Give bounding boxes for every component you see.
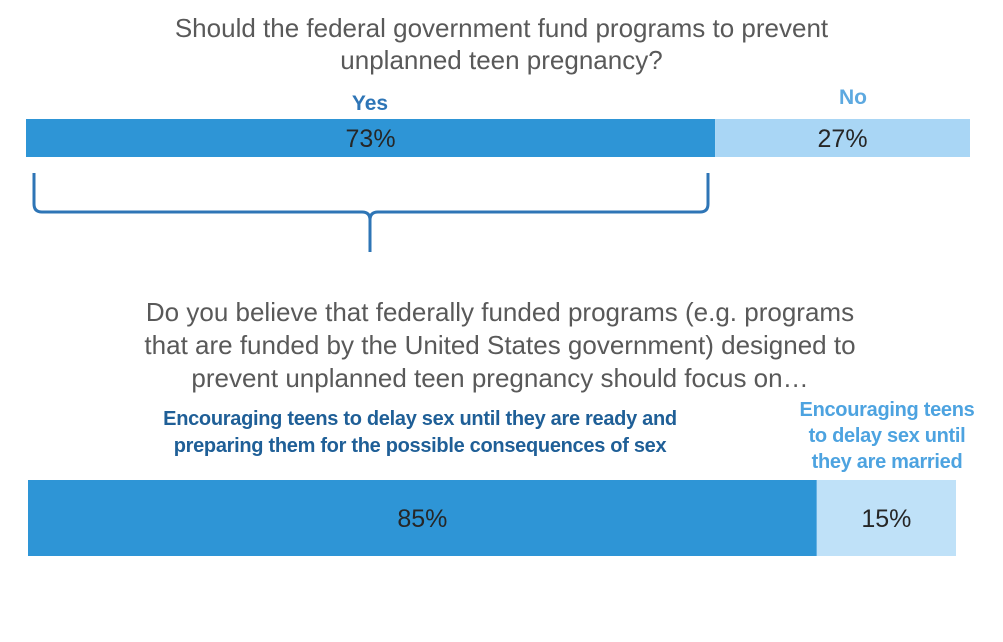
option-married-label: Encouraging teens to delay sex until the… (799, 399, 975, 473)
bar2-value-label-2: 15% (861, 505, 911, 533)
bar2-segment-1 (28, 480, 817, 556)
bracket-connector (32, 173, 710, 252)
bar1-value-label-2: 27% (818, 125, 868, 153)
yes-label: Yes (351, 92, 389, 115)
bar2-value-label-1: 85% (397, 505, 447, 533)
question-2-title: Do you believe that federally funded pro… (144, 297, 856, 393)
question-1-title: Should the federal government fund progr… (174, 13, 829, 75)
option-ready-label: Encouraging teens to delay sex until the… (163, 408, 677, 457)
bar1-value-label-1: 73% (346, 125, 396, 153)
bar-chart-1: 73% 27% (26, 119, 970, 157)
bar1-segment-1 (26, 119, 716, 157)
bar1-segment-2 (715, 119, 970, 157)
no-label: No (839, 86, 867, 109)
bar2-segment-2 (816, 480, 956, 556)
bar-chart-2: 85% 15% (28, 480, 956, 556)
